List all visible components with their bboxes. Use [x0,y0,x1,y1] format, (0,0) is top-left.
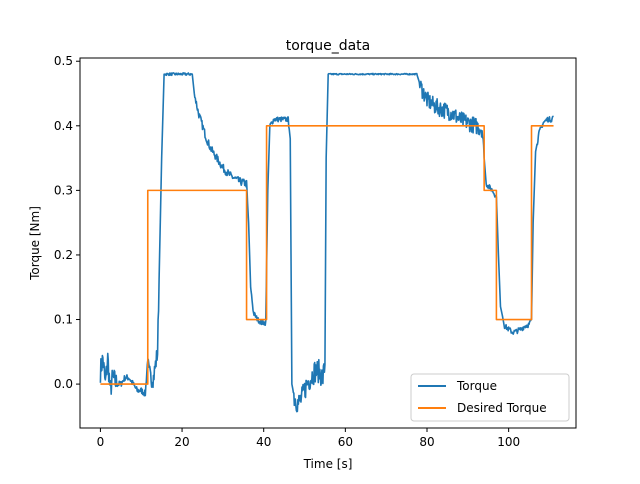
x-tick-label: 80 [419,435,434,449]
x-axis-label: Time [s] [303,457,353,471]
y-tick-label: 0.4 [54,119,73,133]
legend-label-torque: Torque [456,379,497,393]
plot-area [79,57,577,429]
y-tick-label: 0.5 [54,54,73,68]
x-axis-ticks: 0 20 40 60 80 100 [97,428,520,449]
series-line-desired-torque [100,125,554,385]
y-tick-label: 0.3 [54,183,73,197]
x-tick-label: 0 [97,435,105,449]
axes-frame [79,57,577,429]
legend-label-desired-torque: Desired Torque [457,401,547,415]
y-tick-label: 0.2 [54,248,73,262]
y-axis-label: Torque [Nm] [28,206,42,281]
y-tick-label: 0.0 [54,377,73,391]
x-tick-label: 100 [497,435,520,449]
series-layer [99,72,554,413]
y-axis-ticks: 0.0 0.1 0.2 0.3 0.4 0.5 [54,54,80,391]
legend-box [410,373,570,422]
x-tick-label: 40 [256,435,271,449]
legend: Torque Desired Torque [410,373,570,422]
x-tick-label: 20 [174,435,189,449]
y-tick-label: 0.1 [54,313,73,327]
x-tick-label: 60 [338,435,353,449]
chart-title: torque_data [286,38,370,54]
